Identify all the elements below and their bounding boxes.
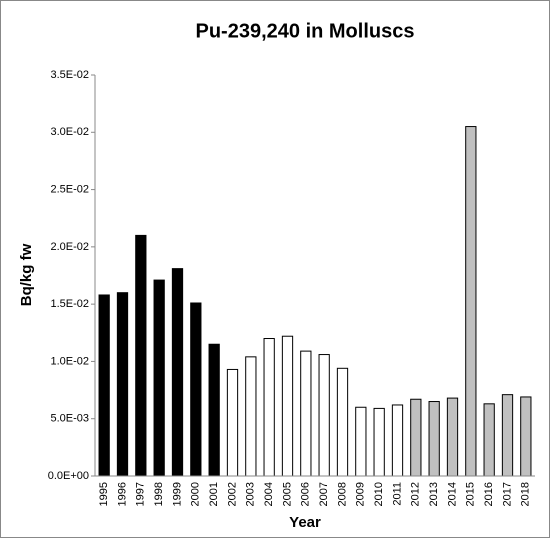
bar: [446, 397, 459, 477]
x-tick-label: 2006: [300, 482, 312, 506]
x-tick-label: 2000: [190, 482, 202, 506]
bar: [135, 234, 147, 477]
x-tick-label: 2015: [465, 482, 477, 506]
x-tick-label: 2009: [355, 482, 367, 506]
bar: [355, 406, 367, 477]
bar: [428, 401, 440, 477]
x-tick-label: 2017: [501, 482, 513, 506]
y-tick-label: 2.0E-02: [50, 241, 89, 253]
bar: [190, 302, 202, 477]
bar: [336, 367, 349, 477]
bar: [373, 407, 385, 477]
y-tick-label: 3.0E-02: [50, 126, 89, 138]
y-tick-label: 2.5E-02: [50, 183, 89, 195]
bar: [245, 356, 257, 477]
x-tick-label: 2008: [336, 482, 348, 506]
x-tick-label: 2007: [318, 482, 330, 506]
y-tick-label: 3.5E-02: [50, 69, 89, 81]
bar: [318, 354, 330, 477]
bar: [520, 396, 532, 477]
x-tick-label: 1995: [98, 482, 110, 506]
bar: [281, 335, 294, 477]
bar: [483, 403, 495, 477]
bar: [263, 338, 275, 477]
x-tick-label: 2010: [373, 482, 385, 506]
bar: [300, 350, 312, 477]
x-tick-label: 2011: [391, 482, 403, 506]
x-tick-label: 2003: [245, 482, 257, 506]
x-tick-label: 2002: [226, 482, 238, 506]
y-tick-label: 1.5E-02: [50, 298, 89, 310]
x-tick-label: 2012: [410, 482, 422, 506]
bar: [171, 268, 184, 477]
x-tick-label: 2016: [483, 482, 495, 506]
x-tick-label: 2001: [208, 482, 220, 506]
x-tick-label: 1997: [135, 482, 147, 506]
x-tick-label: 1998: [153, 482, 165, 506]
x-axis-label: Year: [289, 514, 321, 531]
x-tick-label: 2018: [520, 482, 532, 506]
bar: [410, 398, 422, 477]
y-tick-label: 0.0E+00: [48, 470, 89, 482]
x-tick-label: 2004: [263, 482, 275, 506]
y-axis-label: Bq/kg fw: [18, 243, 35, 306]
y-tick-label: 1.0E-02: [50, 355, 89, 367]
bar: [116, 292, 129, 477]
chart-title: Pu-239,240 in Molluscs: [196, 20, 415, 42]
bar: [153, 279, 165, 477]
x-tick-label: 1999: [171, 482, 183, 506]
bar: [226, 368, 239, 477]
x-tick-label: 2005: [281, 482, 293, 506]
bar: [98, 294, 110, 477]
bar: [465, 126, 477, 477]
bar: [208, 343, 220, 477]
y-tick-label: 5.0E-03: [50, 413, 89, 425]
x-tick-label: 2013: [428, 482, 440, 506]
bar: [391, 404, 404, 477]
x-tick-label: 1996: [116, 482, 128, 506]
bar: [501, 394, 514, 477]
x-tick-label: 2014: [446, 482, 458, 506]
